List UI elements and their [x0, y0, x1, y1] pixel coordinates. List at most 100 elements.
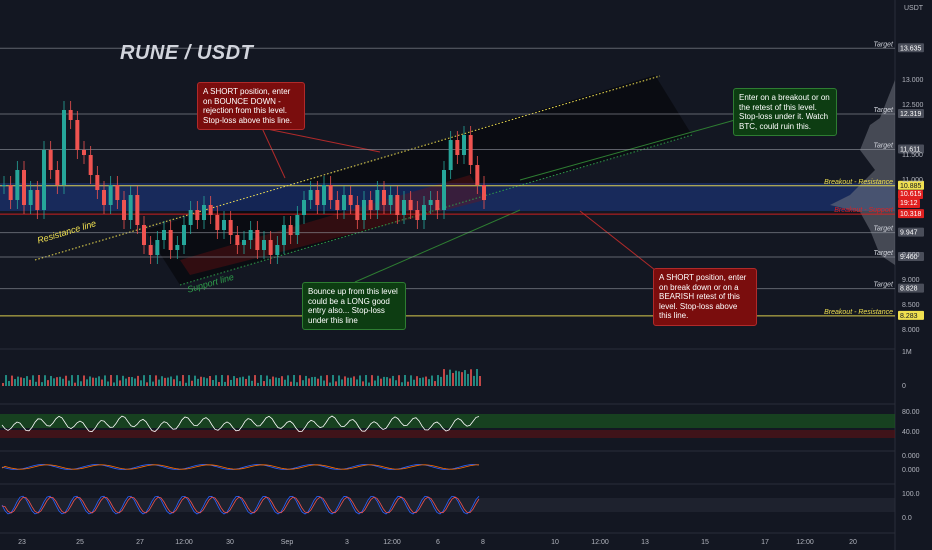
candle-body-18 — [122, 200, 126, 220]
volume-bar-4 — [14, 379, 16, 386]
rsi-tick-top: 80.00 — [902, 409, 920, 416]
candle-body-24 — [162, 230, 166, 240]
macd-tick-top: 0.000 — [902, 453, 920, 460]
callout-breakout-entry: Enter on a breakout or on the retest of … — [733, 88, 837, 136]
candle-body-15 — [102, 190, 106, 205]
level-label-3: Breakout - Resistance — [824, 179, 893, 186]
callout-short-rejection: A SHORT position, enter on BOUNCE DOWN -… — [197, 82, 305, 130]
candle-body-60 — [402, 200, 406, 215]
level-label-2: Target — [873, 142, 894, 149]
volume-bar-75 — [227, 375, 229, 386]
candle-body-6 — [42, 150, 46, 210]
volume-bar-152 — [458, 371, 460, 386]
candle-body-17 — [115, 185, 120, 200]
volume-bar-116 — [350, 377, 352, 386]
volume-bar-91 — [275, 377, 277, 386]
x-tick-5: Sep — [281, 539, 294, 546]
candle-body-48 — [322, 185, 326, 205]
level-badge-2 — [898, 144, 924, 154]
volume-bar-98 — [296, 382, 298, 386]
rsi-overbought-band — [0, 414, 895, 428]
volume-bar-30 — [92, 377, 94, 386]
volume-bar-103 — [311, 377, 313, 386]
candle-body-44 — [295, 215, 300, 235]
volume-bar-133 — [401, 382, 403, 386]
volume-bar-35 — [107, 381, 109, 386]
volume-bar-43 — [131, 377, 133, 386]
volume-bar-126 — [380, 378, 382, 386]
volume-bar-90 — [272, 376, 274, 386]
volume-bar-131 — [395, 380, 397, 386]
callout-long-entry: Bounce up from this level could be a LON… — [302, 282, 406, 330]
volume-bar-56 — [170, 376, 172, 386]
volume-bar-34 — [104, 375, 106, 386]
candle-body-16 — [108, 185, 113, 205]
candle-body-46 — [308, 190, 313, 200]
y-tick-2: 11.500 — [902, 152, 923, 159]
volume-tick-bottom: 0 — [902, 383, 906, 390]
volume-bar-29 — [89, 376, 91, 386]
volume-bar-134 — [404, 375, 406, 386]
volume-bar-87 — [263, 381, 265, 386]
x-tick-13: 15 — [701, 539, 709, 546]
candle-body-43 — [288, 225, 293, 235]
countdown-badge: 19:12 — [898, 199, 920, 208]
volume-bar-66 — [200, 376, 202, 386]
level-label-7: Target — [873, 282, 894, 289]
volume-bar-83 — [251, 380, 253, 386]
candle-body-67 — [448, 140, 453, 170]
volume-bar-77 — [233, 376, 235, 386]
level-badge-5 — [898, 227, 924, 237]
level-value-3: 10.885 — [900, 183, 922, 190]
volume-bar-54 — [164, 377, 166, 386]
candle-body-61 — [408, 200, 413, 210]
volume-bar-68 — [206, 378, 208, 386]
volume-bar-33 — [101, 379, 103, 386]
volume-bar-146 — [440, 376, 442, 386]
volume-bar-156 — [470, 369, 472, 386]
candle-body-40 — [268, 240, 273, 255]
volume-bar-157 — [473, 375, 475, 386]
volume-bar-76 — [230, 379, 232, 386]
volume-bar-38 — [116, 375, 118, 386]
volume-bar-114 — [344, 376, 346, 386]
volume-bar-143 — [431, 375, 433, 386]
volume-bar-61 — [185, 382, 187, 386]
volume-bar-106 — [320, 375, 322, 386]
x-tick-4: 30 — [226, 539, 234, 546]
candle-body-28 — [188, 210, 193, 225]
x-tick-14: 17 — [761, 539, 769, 546]
candle-body-12 — [82, 150, 86, 155]
level-label-5: Target — [873, 226, 894, 233]
volume-bar-139 — [419, 377, 421, 386]
candle-body-25 — [168, 230, 173, 250]
level-value-6: 9.460 — [900, 254, 918, 261]
volume-bar-46 — [140, 380, 142, 386]
level-label-4: Breakout - Support — [834, 207, 894, 214]
volume-bar-94 — [284, 379, 286, 386]
volume-bar-10 — [32, 375, 34, 386]
candle-body-26 — [175, 245, 180, 250]
volume-bar-57 — [173, 379, 175, 386]
candle-body-21 — [142, 225, 146, 245]
volume-bar-129 — [389, 378, 391, 386]
resistance-line — [34, 75, 661, 261]
volume-bar-142 — [428, 379, 430, 386]
volume-bar-110 — [332, 375, 334, 386]
level-badge-0 — [898, 43, 924, 53]
volume-bar-118 — [356, 379, 358, 386]
volume-bar-130 — [392, 375, 394, 386]
volume-bar-69 — [209, 376, 211, 386]
level-value-4: 10.318 — [900, 211, 922, 218]
currency-label: USDT — [904, 5, 924, 12]
candle-body-31 — [208, 205, 213, 215]
support-resistance-zone — [0, 183, 895, 211]
stoch-tick-top: 100.0 — [902, 491, 920, 498]
volume-bar-48 — [146, 382, 148, 386]
volume-bar-140 — [422, 377, 424, 386]
macd-signal-line — [1, 464, 480, 470]
volume-bar-82 — [248, 375, 250, 386]
volume-bar-20 — [62, 378, 64, 386]
volume-bar-148 — [446, 374, 448, 386]
candle-body-41 — [275, 245, 280, 255]
